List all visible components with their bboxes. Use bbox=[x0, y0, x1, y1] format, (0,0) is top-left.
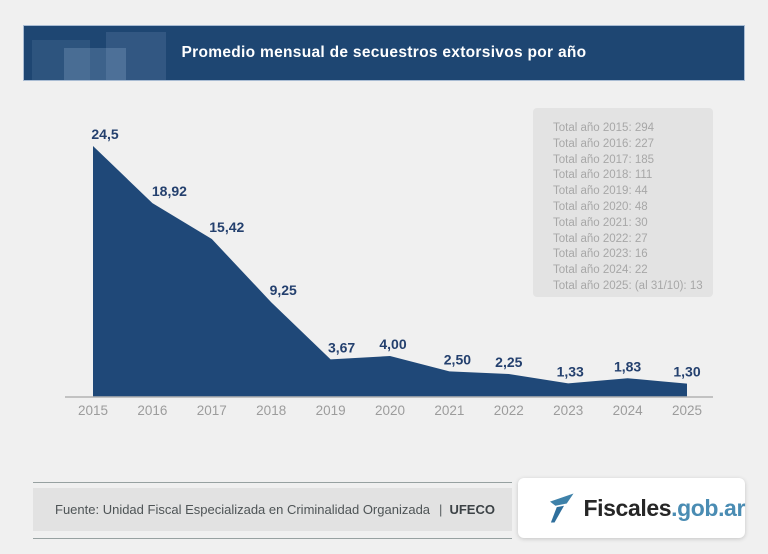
x-tick-label: 2024 bbox=[613, 403, 644, 418]
source-box: Fuente: Unidad Fiscal Especializada en C… bbox=[33, 488, 512, 531]
x-tick-label: 2023 bbox=[553, 403, 583, 418]
area-series bbox=[93, 146, 687, 397]
annual-total-row: Total año 2020: 48 bbox=[553, 200, 648, 213]
divider-line bbox=[33, 538, 512, 539]
page-title: Promedio mensual de secuestros extorsivo… bbox=[181, 44, 587, 61]
fiscales-f-flag-icon bbox=[550, 493, 574, 523]
logo-suffix-text: .gob.ar bbox=[671, 494, 745, 521]
point-label: 4,00 bbox=[379, 336, 406, 352]
annual-total-row: Total año 2015: 294 bbox=[553, 122, 655, 134]
logo-wordmark: Fiscales.gob.ar bbox=[583, 494, 746, 522]
annual-total-row: Total año 2025: (al 31/10): 13 bbox=[553, 279, 703, 292]
fiscales-logo: Fiscales.gob.ar bbox=[518, 478, 745, 538]
header-bar: Promedio mensual de secuestros extorsivo… bbox=[23, 25, 745, 81]
x-tick-label: 2019 bbox=[316, 403, 346, 418]
x-tick-label: 2022 bbox=[494, 403, 524, 418]
point-label: 18,92 bbox=[152, 183, 187, 199]
point-label: 3,67 bbox=[328, 339, 355, 355]
point-label: 2,50 bbox=[444, 351, 471, 367]
annual-total-row: Total año 2017: 185 bbox=[553, 153, 655, 166]
x-tick-label: 2015 bbox=[78, 403, 108, 418]
logo-brand-text: Fiscales bbox=[583, 494, 672, 521]
source-separator: | bbox=[439, 502, 443, 517]
header-decoration bbox=[106, 32, 166, 80]
divider-line bbox=[33, 482, 512, 483]
x-tick-label: 2017 bbox=[197, 403, 227, 418]
annual-total-row: Total año 2023: 16 bbox=[553, 248, 648, 261]
x-tick-label: 2020 bbox=[375, 403, 405, 418]
source-footer: Fuente: Unidad Fiscal Especializada en C… bbox=[33, 482, 512, 539]
annual-total-row: Total año 2016: 227 bbox=[553, 137, 655, 150]
annual-total-row: Total año 2021: 30 bbox=[553, 216, 648, 229]
point-label: 24,5 bbox=[91, 126, 118, 142]
point-label: 1,30 bbox=[673, 364, 700, 380]
header-decoration bbox=[32, 40, 90, 80]
x-tick-label: 2025 bbox=[672, 403, 702, 418]
point-label: 9,25 bbox=[270, 282, 297, 298]
source-text: Fuente: Unidad Fiscal Especializada en C… bbox=[55, 502, 431, 517]
point-label: 1,83 bbox=[614, 358, 641, 374]
header-decoration bbox=[64, 48, 126, 80]
annual-total-row: Total año 2022: 27 bbox=[553, 232, 648, 245]
annual-total-row: Total año 2018: 111 bbox=[553, 169, 653, 182]
annual-total-row: Total año 2024: 22 bbox=[553, 264, 648, 277]
x-tick-label: 2018 bbox=[256, 403, 286, 418]
x-tick-label: 2021 bbox=[434, 403, 464, 418]
annual-totals-box: Total año 2015: 294 Total año 2016: 227 To… bbox=[533, 108, 713, 297]
point-label: 2,25 bbox=[495, 354, 522, 370]
point-label: 1,33 bbox=[557, 363, 584, 379]
source-org: UFECO bbox=[449, 502, 495, 517]
point-label: 15,42 bbox=[209, 219, 244, 235]
x-tick-label: 2016 bbox=[137, 403, 167, 418]
annual-total-row: Total año 2019: 44 bbox=[553, 185, 648, 198]
